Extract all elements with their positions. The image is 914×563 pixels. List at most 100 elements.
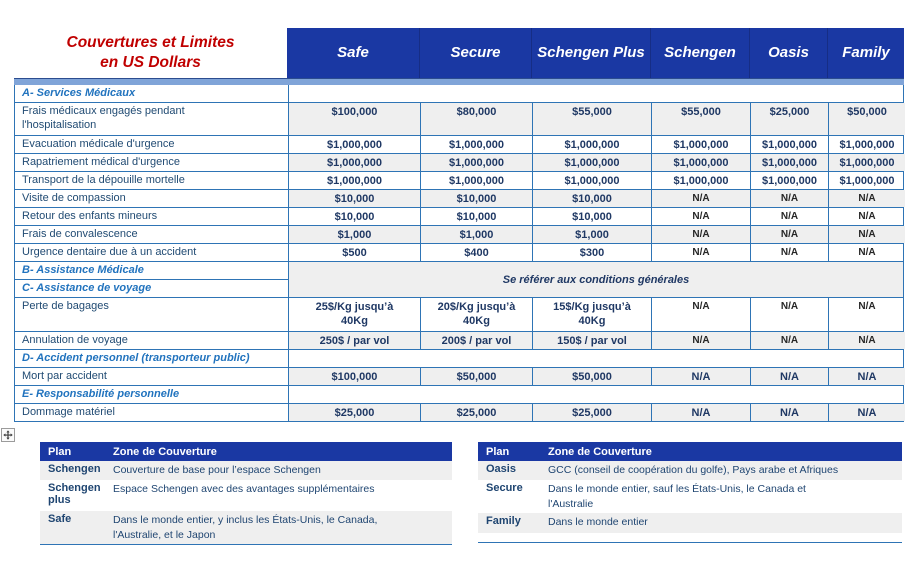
na-cell: N/A — [828, 298, 905, 331]
row-label: Retour des enfants mineurs — [15, 208, 288, 225]
row-label: Visite de compassion — [15, 190, 288, 207]
row-label: Dommage matériel — [15, 404, 288, 421]
na-cell: N/A — [651, 368, 750, 385]
value-cell: $1,000,000 — [288, 172, 420, 189]
merged-section-row: B- Assistance Médicale C- Assistance de v… — [15, 262, 903, 298]
row-label: Evacuation médicale d'urgence — [15, 136, 288, 153]
legend-header: Plan Zone de Couverture — [40, 442, 452, 461]
row-label: Transport de la dépouille mortelle — [15, 172, 288, 189]
legend-zone-desc: Espace Schengen avec des avantages suppl… — [113, 483, 375, 495]
section-empty-area — [288, 350, 903, 367]
table-row: Dommage matériel $25,000 $25,000 $25,000 N/A… — [15, 404, 905, 422]
legend-plan-name: Safe — [48, 513, 72, 525]
value-cell: $25,000 — [420, 404, 532, 421]
value-cell: $1,000,000 — [750, 172, 828, 189]
value-cell: $1,000 — [420, 226, 532, 243]
legend-plan-header: Plan — [48, 445, 72, 458]
move-handle-icon[interactable] — [1, 428, 15, 442]
legend-row: Schengen plus Espace Schengen avec des av… — [40, 480, 452, 506]
row-label: Annulation de voyage — [15, 332, 288, 349]
na-cell: N/A — [651, 298, 750, 331]
value-cell: 250$ / par vol — [288, 332, 420, 349]
value-cell: $55,000 — [651, 103, 750, 135]
legend-bottom-rule — [478, 542, 902, 543]
table-row: Evacuation médicale d'urgence $1,000,000 $… — [15, 136, 903, 154]
value-cell: $1,000,000 — [532, 136, 651, 153]
merged-section-labels: B- Assistance Médicale C- Assistance de v… — [15, 262, 288, 297]
na-cell: N/A — [750, 332, 828, 349]
section-label-e-responsabi: E- Responsabilité personnelle — [15, 386, 288, 403]
value-cell: $25,000 — [532, 404, 651, 421]
table-row: Transport de la dépouille mortelle $1,000… — [15, 172, 903, 190]
na-cell: N/A — [750, 298, 828, 331]
table-row: Frais de convalescence $1,000 $1,000 $1,000… — [15, 226, 905, 244]
value-cell: $100,000 — [288, 103, 420, 135]
value-cell: $400 — [420, 244, 532, 261]
table-row: Rapatriement médical d'urgence $1,000,000… — [15, 154, 905, 172]
value-cell: $1,000,000 — [750, 136, 828, 153]
legend-zone-desc: Dans le monde entier, y inclus les États… — [113, 514, 378, 541]
row-label: Frais de convalescence — [15, 226, 288, 243]
value-cell: $1,000 — [532, 226, 651, 243]
four-way-arrow-icon — [3, 430, 13, 440]
value-cell: $1,000,000 — [750, 154, 828, 171]
legend-plan-name: Schengen plus — [48, 482, 101, 506]
na-cell: N/A — [651, 332, 750, 349]
na-cell: N/A — [750, 190, 828, 207]
legend-row: Secure Dans le monde entier, sauf les Éta… — [478, 480, 902, 513]
legend-plan-name: Family — [486, 515, 521, 527]
value-cell: $10,000 — [420, 190, 532, 207]
header-divider-band — [14, 78, 904, 85]
value-cell: $1,000,000 — [651, 136, 750, 153]
value-cell: $1,000,000 — [288, 154, 420, 171]
section-row: D- Accident personnel (transporteur publ… — [15, 350, 903, 368]
table-row: Visite de compassion $10,000 $10,000 $10,00… — [15, 190, 905, 208]
na-cell: N/A — [828, 332, 905, 349]
na-cell: N/A — [828, 190, 905, 207]
value-cell: 15$/Kg jusqu’à 40Kg — [532, 298, 651, 331]
na-cell: N/A — [651, 244, 750, 261]
merged-note-cell: Se référer aux conditions générales — [288, 262, 903, 297]
value-cell: $1,000,000 — [828, 154, 905, 171]
legend-bottom-rule — [40, 544, 452, 545]
value-cell: $25,000 — [750, 103, 828, 135]
table-title-line2: en US Dollars — [100, 54, 201, 71]
value-cell: $1,000,000 — [828, 136, 905, 153]
row-label: Mort par accident — [15, 368, 288, 385]
value-cell: $300 — [532, 244, 651, 261]
section-label-b-assistance: B- Assistance Médicale — [15, 262, 288, 280]
na-cell: N/A — [828, 226, 905, 243]
legend-row: Oasis GCC (conseil de coopération du golf… — [478, 461, 902, 480]
value-cell: 20$/Kg jusqu’à 40Kg — [420, 298, 532, 331]
legend-zone-desc: Dans le monde entier, sauf les États-Uni… — [548, 483, 806, 510]
value-cell: $50,000 — [828, 103, 905, 135]
legend-zone-header: Zone de Couverture — [113, 445, 217, 458]
legend-row: Family Dans le monde entier — [478, 513, 902, 533]
value-cell: $1,000 — [288, 226, 420, 243]
value-cell: $1,000,000 — [651, 154, 750, 171]
na-cell: N/A — [750, 368, 828, 385]
section-empty-area — [288, 386, 903, 403]
value-cell: $1,000,000 — [532, 172, 651, 189]
na-cell: N/A — [750, 404, 828, 421]
value-cell: $1,000,000 — [420, 154, 532, 171]
value-cell: $10,000 — [288, 190, 420, 207]
value-cell: $10,000 — [532, 208, 651, 225]
legend-table-right: Plan Zone de Couverture Oasis GCC (conseil … — [478, 442, 902, 543]
coverage-table-body: A- Services Médicaux Frais médicaux engag… — [14, 85, 905, 422]
table-row: Annulation de voyage 250$ / par vol 200$ /… — [15, 332, 905, 350]
legend-row: Schengen Couverture de base pour l’espace… — [40, 461, 452, 480]
row-label: Perte de bagages — [15, 298, 288, 331]
value-cell: 200$ / par vol — [420, 332, 532, 349]
value-cell: $10,000 — [288, 208, 420, 225]
section-label-a-services-m: A- Services Médicaux — [15, 85, 288, 102]
value-cell: $55,000 — [532, 103, 651, 135]
value-cell: $1,000,000 — [288, 136, 420, 153]
value-cell: $80,000 — [420, 103, 532, 135]
section-row: A- Services Médicaux — [15, 85, 903, 103]
legend-header: Plan Zone de Couverture — [478, 442, 902, 461]
legend-plan-name: Oasis — [486, 463, 516, 475]
value-cell: $500 — [288, 244, 420, 261]
column-headers: Safe Secure Schengen Plus Schengen Oasis Fami… — [287, 28, 904, 78]
